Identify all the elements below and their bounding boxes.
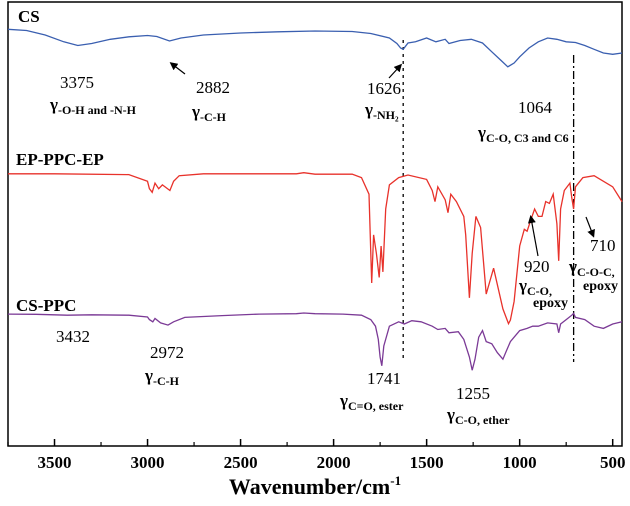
spectrum-cs-ppc bbox=[7, 312, 623, 371]
x-tick-label-2000: 2000 bbox=[317, 453, 351, 472]
arrow-920 bbox=[527, 215, 539, 257]
assign-2882: γ-C-H bbox=[191, 102, 227, 124]
assign-1064: γC-O, C3 and C6 bbox=[477, 123, 569, 145]
series-label-cs: CS bbox=[18, 7, 40, 26]
peak-2972: 2972 bbox=[150, 343, 184, 362]
peak-3432: 3432 bbox=[56, 327, 90, 346]
peak-1255: 1255 bbox=[456, 384, 490, 403]
assign-920: γC-O, bbox=[518, 276, 552, 298]
peak-1064: 1064 bbox=[518, 98, 553, 117]
plot-frame bbox=[7, 1, 623, 447]
x-tick-label-3500: 3500 bbox=[38, 453, 72, 472]
assign-710: γC-O-C, bbox=[568, 257, 615, 279]
spectrum-cs bbox=[7, 28, 623, 68]
assign-1741: γC=O, ester bbox=[339, 391, 404, 413]
x-tick-label-1000: 1000 bbox=[503, 453, 537, 472]
x-axis-title: Wavenumber/cm-1 bbox=[229, 473, 401, 499]
x-tick-label-1500: 1500 bbox=[410, 453, 444, 472]
arrow-1626 bbox=[388, 63, 403, 79]
x-tick-label-2500: 2500 bbox=[224, 453, 258, 472]
assign-710-line2: epoxy bbox=[583, 279, 618, 294]
series-label-cs-ppc: CS-PPC bbox=[16, 296, 76, 315]
peak-2882: 2882 bbox=[196, 78, 230, 97]
assign-2972: γ-C-H bbox=[144, 366, 180, 388]
series-label-ep-ppc-ep: EP-PPC-EP bbox=[16, 150, 104, 169]
assign-920-line2: epoxy bbox=[533, 296, 568, 311]
x-tick-label-3000: 3000 bbox=[131, 453, 165, 472]
arrow-2882 bbox=[169, 62, 186, 75]
assign-1626: γ-NH₂ bbox=[364, 100, 399, 122]
arrow-710 bbox=[585, 216, 595, 238]
assign-1255: γC-O, ether bbox=[446, 405, 510, 427]
peak-920: 920 bbox=[524, 257, 550, 276]
x-tick-label-500: 500 bbox=[600, 453, 626, 472]
peak-1626: 1626 bbox=[367, 79, 401, 98]
peak-710: 710 bbox=[590, 236, 616, 255]
peak-3375: 3375 bbox=[60, 73, 94, 92]
spectrum-ep-ppc-ep bbox=[8, 172, 623, 326]
peak-1741: 1741 bbox=[367, 369, 401, 388]
assign-3375: γ-O-H and -N-H bbox=[49, 95, 137, 117]
